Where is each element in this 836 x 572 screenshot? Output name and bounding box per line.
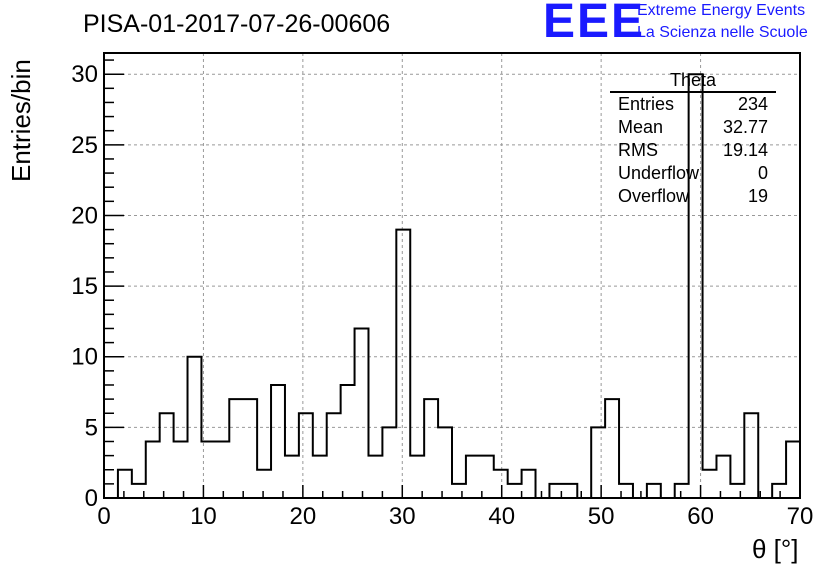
stats-value: 19.14 xyxy=(722,140,768,160)
x-tick-label: 60 xyxy=(687,503,714,530)
plot-frame xyxy=(103,52,801,499)
histogram xyxy=(104,73,801,499)
y-tick-label: 20 xyxy=(71,202,98,229)
histogram-bin xyxy=(299,413,313,498)
histogram-bin xyxy=(215,441,229,498)
histogram-bin xyxy=(327,413,341,498)
stats-label: RMS xyxy=(618,140,658,160)
x-tick-label: 50 xyxy=(588,503,615,530)
histogram-bin xyxy=(466,456,480,498)
histogram-bin xyxy=(605,399,619,498)
stats-row-entries: Entries 234 xyxy=(610,93,776,116)
histogram-bin xyxy=(188,357,202,498)
x-tick-label: 10 xyxy=(190,503,217,530)
histogram-bin xyxy=(368,456,382,498)
histogram-bin xyxy=(452,484,466,498)
histogram-bin xyxy=(355,328,369,498)
histogram-bin xyxy=(243,399,257,498)
histogram-outline xyxy=(104,73,801,499)
stats-label: Mean xyxy=(618,117,664,137)
stats-title: Theta xyxy=(610,69,776,93)
axis-ticks xyxy=(103,59,801,499)
histogram-bin xyxy=(313,456,327,498)
stats-value: 0 xyxy=(757,163,768,183)
stats-row-underflow: Underflow 0 xyxy=(610,162,776,185)
histogram-bin xyxy=(424,399,438,498)
y-tick-label: 10 xyxy=(71,344,98,371)
stats-value: 32.77 xyxy=(722,117,768,137)
stats-value: 19 xyxy=(747,186,768,206)
histogram-bin xyxy=(591,427,605,498)
logo-line-1: Extreme Energy Events xyxy=(637,2,806,19)
histogram-bin xyxy=(285,456,299,498)
histogram-bin xyxy=(174,441,188,498)
y-tick-label: 15 xyxy=(71,273,98,300)
histogram-bin xyxy=(160,413,174,498)
histogram-bin xyxy=(786,441,800,498)
x-tick-label: 0 xyxy=(97,503,110,530)
histogram-bin xyxy=(675,484,689,498)
histogram-bin xyxy=(118,470,132,498)
histogram-bin xyxy=(730,484,744,498)
histogram-bin xyxy=(271,385,285,498)
stats-row-overflow: Overflow 19 xyxy=(610,185,776,208)
histogram-bin xyxy=(508,484,522,498)
histogram-bin xyxy=(772,484,786,498)
x-tick-label: 30 xyxy=(389,503,416,530)
tick-labels: 0 10 20 30 40 50 60 70 0 5 10 15 20 25 30 xyxy=(71,61,813,530)
histogram-bin xyxy=(647,484,661,498)
eee-logo: EEE xyxy=(543,0,646,48)
histogram-bin xyxy=(494,470,508,498)
stats-label: Overflow xyxy=(618,186,690,206)
histogram-bin xyxy=(703,470,717,498)
x-tick-label: 20 xyxy=(290,503,317,530)
y-tick-label: 30 xyxy=(71,61,98,88)
histogram-bin xyxy=(341,385,355,498)
stats-box: Theta Entries 234 Mean 32.77 RMS 19.14 U… xyxy=(610,69,776,208)
histogram-bin xyxy=(146,441,160,498)
histogram-bin xyxy=(229,399,243,498)
y-tick-label: 0 xyxy=(85,485,98,512)
y-tick-label: 25 xyxy=(71,132,98,159)
histogram-bin xyxy=(396,230,410,498)
x-axis-label: θ [°] xyxy=(752,534,799,564)
chart-title: PISA-01-2017-07-26-00606 xyxy=(83,10,391,38)
stats-label: Underflow xyxy=(618,163,700,183)
stats-label: Entries xyxy=(618,94,675,114)
y-tick-label: 5 xyxy=(85,414,98,441)
x-tick-label: 70 xyxy=(787,503,814,530)
logo-line-2: La Scienza nelle Scuole xyxy=(637,24,808,41)
histogram-bin xyxy=(744,413,758,498)
y-axis-label: Entries/bin xyxy=(6,59,36,182)
histogram-bin xyxy=(716,456,730,498)
stats-row-mean: Mean 32.77 xyxy=(610,116,776,139)
histogram-bin xyxy=(522,470,536,498)
stats-value: 234 xyxy=(737,94,768,114)
histogram-bin xyxy=(382,427,396,498)
histogram-bin xyxy=(438,427,452,498)
histogram-bin xyxy=(257,470,271,498)
x-tick-label: 40 xyxy=(488,503,515,530)
stats-row-rms: RMS 19.14 xyxy=(610,139,776,162)
histogram-bin xyxy=(563,484,577,498)
